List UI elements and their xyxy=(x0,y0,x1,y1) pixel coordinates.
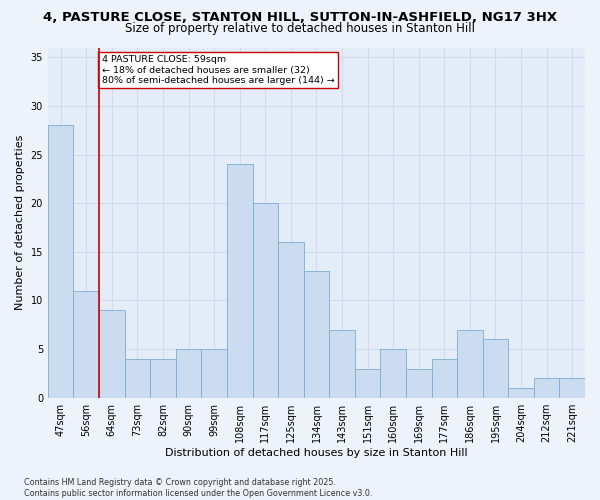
Bar xyxy=(150,359,176,398)
X-axis label: Distribution of detached houses by size in Stanton Hill: Distribution of detached houses by size … xyxy=(165,448,468,458)
Bar xyxy=(431,359,457,398)
Bar xyxy=(534,378,559,398)
Bar xyxy=(48,126,73,398)
Bar xyxy=(202,349,227,398)
Text: 4 PASTURE CLOSE: 59sqm
← 18% of detached houses are smaller (32)
80% of semi-det: 4 PASTURE CLOSE: 59sqm ← 18% of detached… xyxy=(101,56,334,85)
Bar xyxy=(482,340,508,398)
Text: Size of property relative to detached houses in Stanton Hill: Size of property relative to detached ho… xyxy=(125,22,475,35)
Bar xyxy=(304,271,329,398)
Bar xyxy=(253,203,278,398)
Bar xyxy=(457,330,482,398)
Bar xyxy=(355,368,380,398)
Text: 4, PASTURE CLOSE, STANTON HILL, SUTTON-IN-ASHFIELD, NG17 3HX: 4, PASTURE CLOSE, STANTON HILL, SUTTON-I… xyxy=(43,11,557,24)
Bar xyxy=(227,164,253,398)
Y-axis label: Number of detached properties: Number of detached properties xyxy=(15,135,25,310)
Bar xyxy=(99,310,125,398)
Bar xyxy=(329,330,355,398)
Bar xyxy=(176,349,202,398)
Bar xyxy=(278,242,304,398)
Bar xyxy=(508,388,534,398)
Text: Contains HM Land Registry data © Crown copyright and database right 2025.
Contai: Contains HM Land Registry data © Crown c… xyxy=(24,478,373,498)
Bar xyxy=(73,290,99,398)
Bar xyxy=(559,378,585,398)
Bar xyxy=(380,349,406,398)
Bar xyxy=(406,368,431,398)
Bar xyxy=(125,359,150,398)
